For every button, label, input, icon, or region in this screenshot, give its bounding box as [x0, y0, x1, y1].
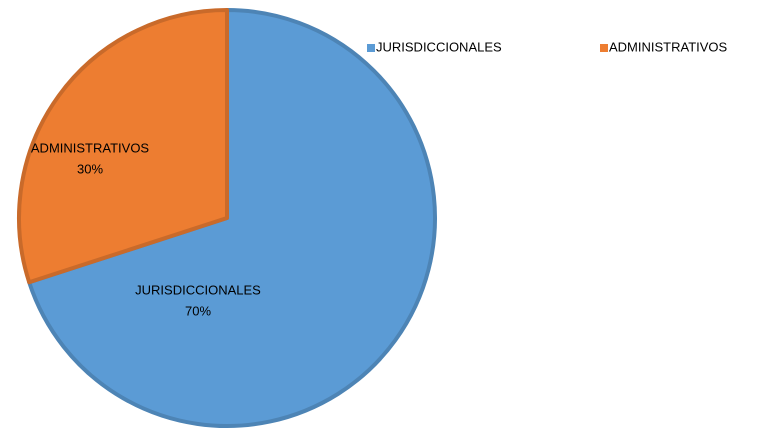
legend-label: JURISDICCIONALES [376, 39, 502, 54]
pie-slice [17, 8, 229, 285]
pie-slice [27, 8, 437, 428]
slice-value-label: 30% [77, 161, 103, 176]
slice-value-label: 70% [185, 303, 211, 318]
slice-label: JURISDICCIONALES [135, 282, 261, 297]
legend-label: ADMINISTRATIVOS [609, 39, 728, 54]
legend-swatch [367, 44, 375, 52]
legend-swatch [600, 44, 608, 52]
slice-label: ADMINISTRATIVOS [31, 140, 150, 155]
